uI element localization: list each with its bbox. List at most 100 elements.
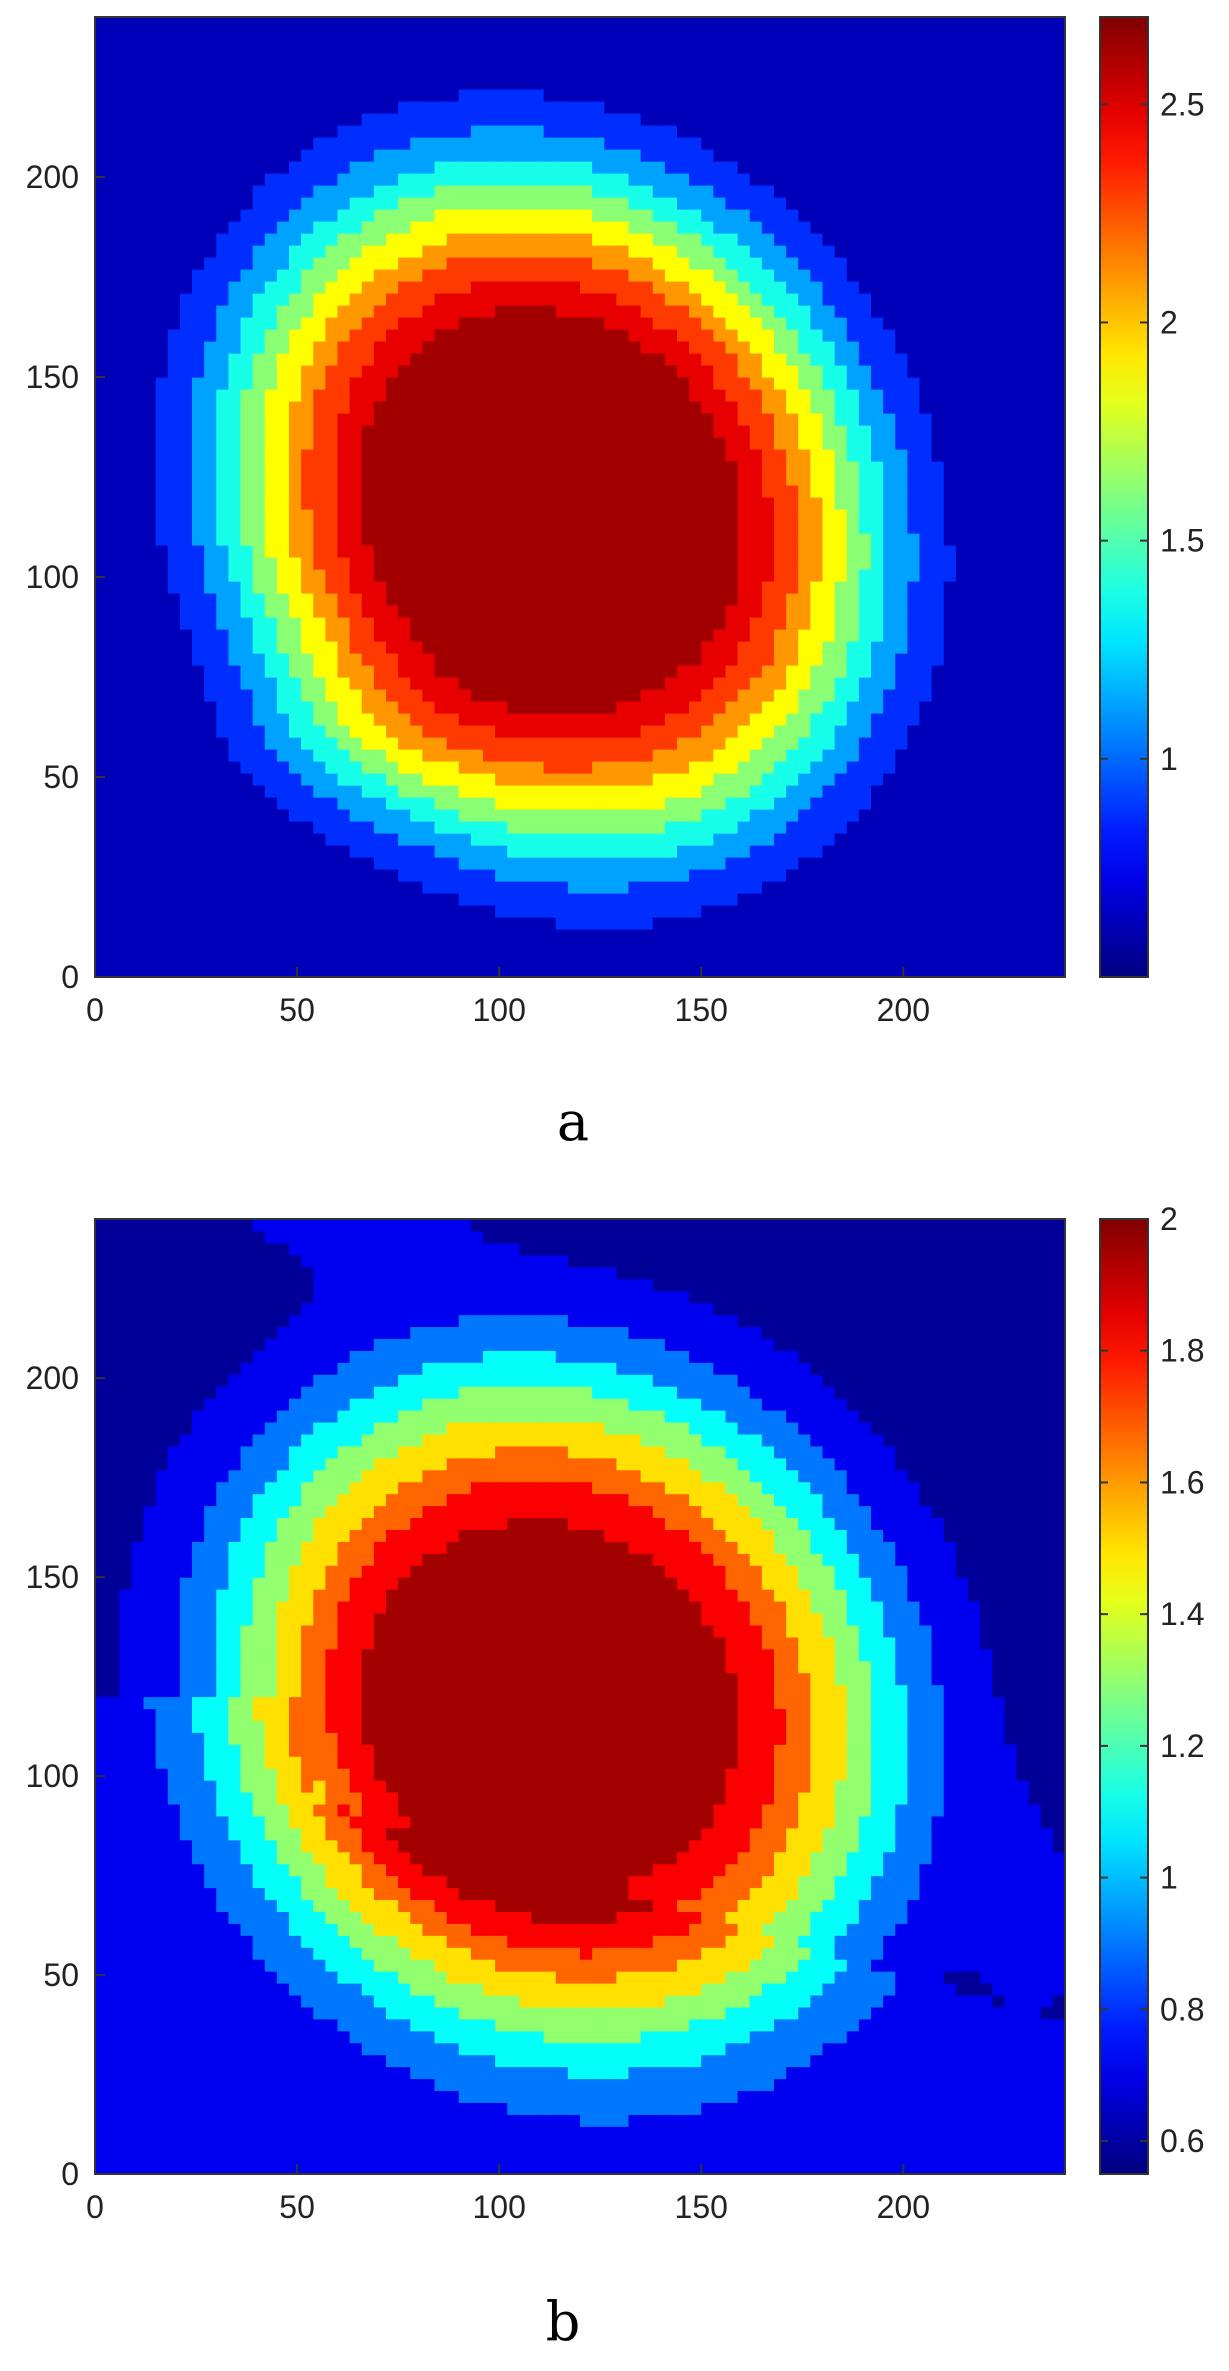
heatmap-cell <box>386 413 399 426</box>
heatmap-cell <box>446 77 460 90</box>
heatmap-cell <box>555 425 569 438</box>
heatmap-cell <box>592 833 605 846</box>
heatmap-cell <box>846 665 860 678</box>
heatmap-cell <box>192 617 205 630</box>
heatmap-cell <box>580 749 593 762</box>
heatmap-cell <box>616 905 630 918</box>
heatmap-cell <box>664 29 678 42</box>
heatmap-cell <box>398 497 411 510</box>
heatmap-cell <box>604 653 617 666</box>
heatmap-cell <box>107 341 120 354</box>
heatmap-cell <box>107 821 120 834</box>
heatmap-cell <box>216 221 229 234</box>
heatmap-cell <box>107 953 120 966</box>
heatmap-cell <box>761 341 775 354</box>
heatmap-cell <box>252 653 266 666</box>
heatmap-cell <box>349 209 363 222</box>
heatmap-cell <box>446 305 460 318</box>
heatmap-cell <box>422 881 436 894</box>
heatmap-cell <box>410 329 423 342</box>
heatmap-cell <box>483 569 496 582</box>
heatmap-cell <box>179 677 193 690</box>
heatmap-cell <box>240 137 254 150</box>
heatmap-cell <box>398 773 411 786</box>
heatmap-cell <box>95 485 108 498</box>
heatmap-cell <box>434 401 448 414</box>
heatmap-cell <box>519 101 533 114</box>
heatmap-cell <box>155 197 169 210</box>
heatmap-cell <box>507 689 520 702</box>
heatmap-cell <box>713 953 727 966</box>
heatmap-cell <box>398 257 411 270</box>
heatmap-cell <box>519 401 533 414</box>
heatmap-cell <box>689 185 702 198</box>
heatmap-cell <box>470 197 484 210</box>
heatmap-cell <box>143 593 157 606</box>
heatmap-cell <box>822 857 836 870</box>
heatmap-cell <box>410 461 423 474</box>
heatmap-cell <box>386 905 399 918</box>
heatmap-cell <box>398 845 411 858</box>
heatmap-cell <box>95 617 108 630</box>
heatmap-cell <box>155 689 169 702</box>
heatmap-cell <box>325 617 339 630</box>
heatmap-cell <box>507 29 520 42</box>
heatmap-cell <box>410 509 423 522</box>
heatmap-cell <box>604 845 617 858</box>
heatmap-cell <box>774 389 787 402</box>
heatmap-cell <box>386 845 399 858</box>
heatmap-cell <box>216 209 229 222</box>
heatmap-cell <box>798 389 811 402</box>
heatmap-cell <box>592 233 605 246</box>
heatmap-cell <box>749 461 763 474</box>
heatmap-cell <box>834 353 848 366</box>
heatmap-cell <box>761 545 775 558</box>
heatmap-cell <box>640 929 654 942</box>
heatmap-cell <box>289 665 302 678</box>
heatmap-cell <box>313 413 326 426</box>
heatmap-cell <box>192 497 205 510</box>
heatmap-cell <box>592 689 605 702</box>
heatmap-cell <box>107 257 120 270</box>
heatmap-cell <box>446 833 460 846</box>
heatmap-cell <box>592 221 605 234</box>
heatmap-cell <box>252 209 266 222</box>
heatmap-cell <box>276 461 290 474</box>
heatmap-cell <box>470 29 484 42</box>
heatmap-cell <box>410 497 423 510</box>
heatmap-cell <box>422 245 436 258</box>
heatmap-cell <box>810 53 824 66</box>
heatmap-cell <box>325 449 339 462</box>
heatmap-cell <box>640 809 654 822</box>
heatmap-cell <box>373 617 387 630</box>
heatmap-cell <box>143 221 157 234</box>
heatmap-cell <box>240 401 254 414</box>
heatmap-cell <box>179 605 193 618</box>
heatmap-cell <box>240 329 254 342</box>
heatmap-cell <box>179 521 193 534</box>
heatmap-cell <box>240 857 254 870</box>
heatmap-cell <box>774 641 787 654</box>
heatmap-cell <box>204 509 217 522</box>
heatmap-cell <box>749 245 763 258</box>
heatmap-cell <box>567 773 581 786</box>
heatmap-cell <box>507 749 520 762</box>
heatmap-cell <box>167 401 181 414</box>
heatmap-cell <box>386 473 399 486</box>
heatmap-cell <box>567 785 581 798</box>
heatmap-cell <box>519 593 533 606</box>
heatmap-cell <box>301 737 314 750</box>
heatmap-cell <box>131 593 145 606</box>
heatmap-cell <box>240 257 254 270</box>
heatmap-cell <box>458 617 472 630</box>
heatmap-cell <box>592 521 605 534</box>
heatmap-cell <box>822 53 836 66</box>
heatmap-cell <box>446 425 460 438</box>
heatmap-cell <box>749 65 763 78</box>
heatmap-cell <box>519 41 533 54</box>
heatmap-cell <box>616 857 630 870</box>
heatmap-cell <box>192 125 205 138</box>
heatmap-cell <box>119 629 132 642</box>
heatmap-cell <box>325 77 339 90</box>
heatmap-cell <box>519 53 533 66</box>
